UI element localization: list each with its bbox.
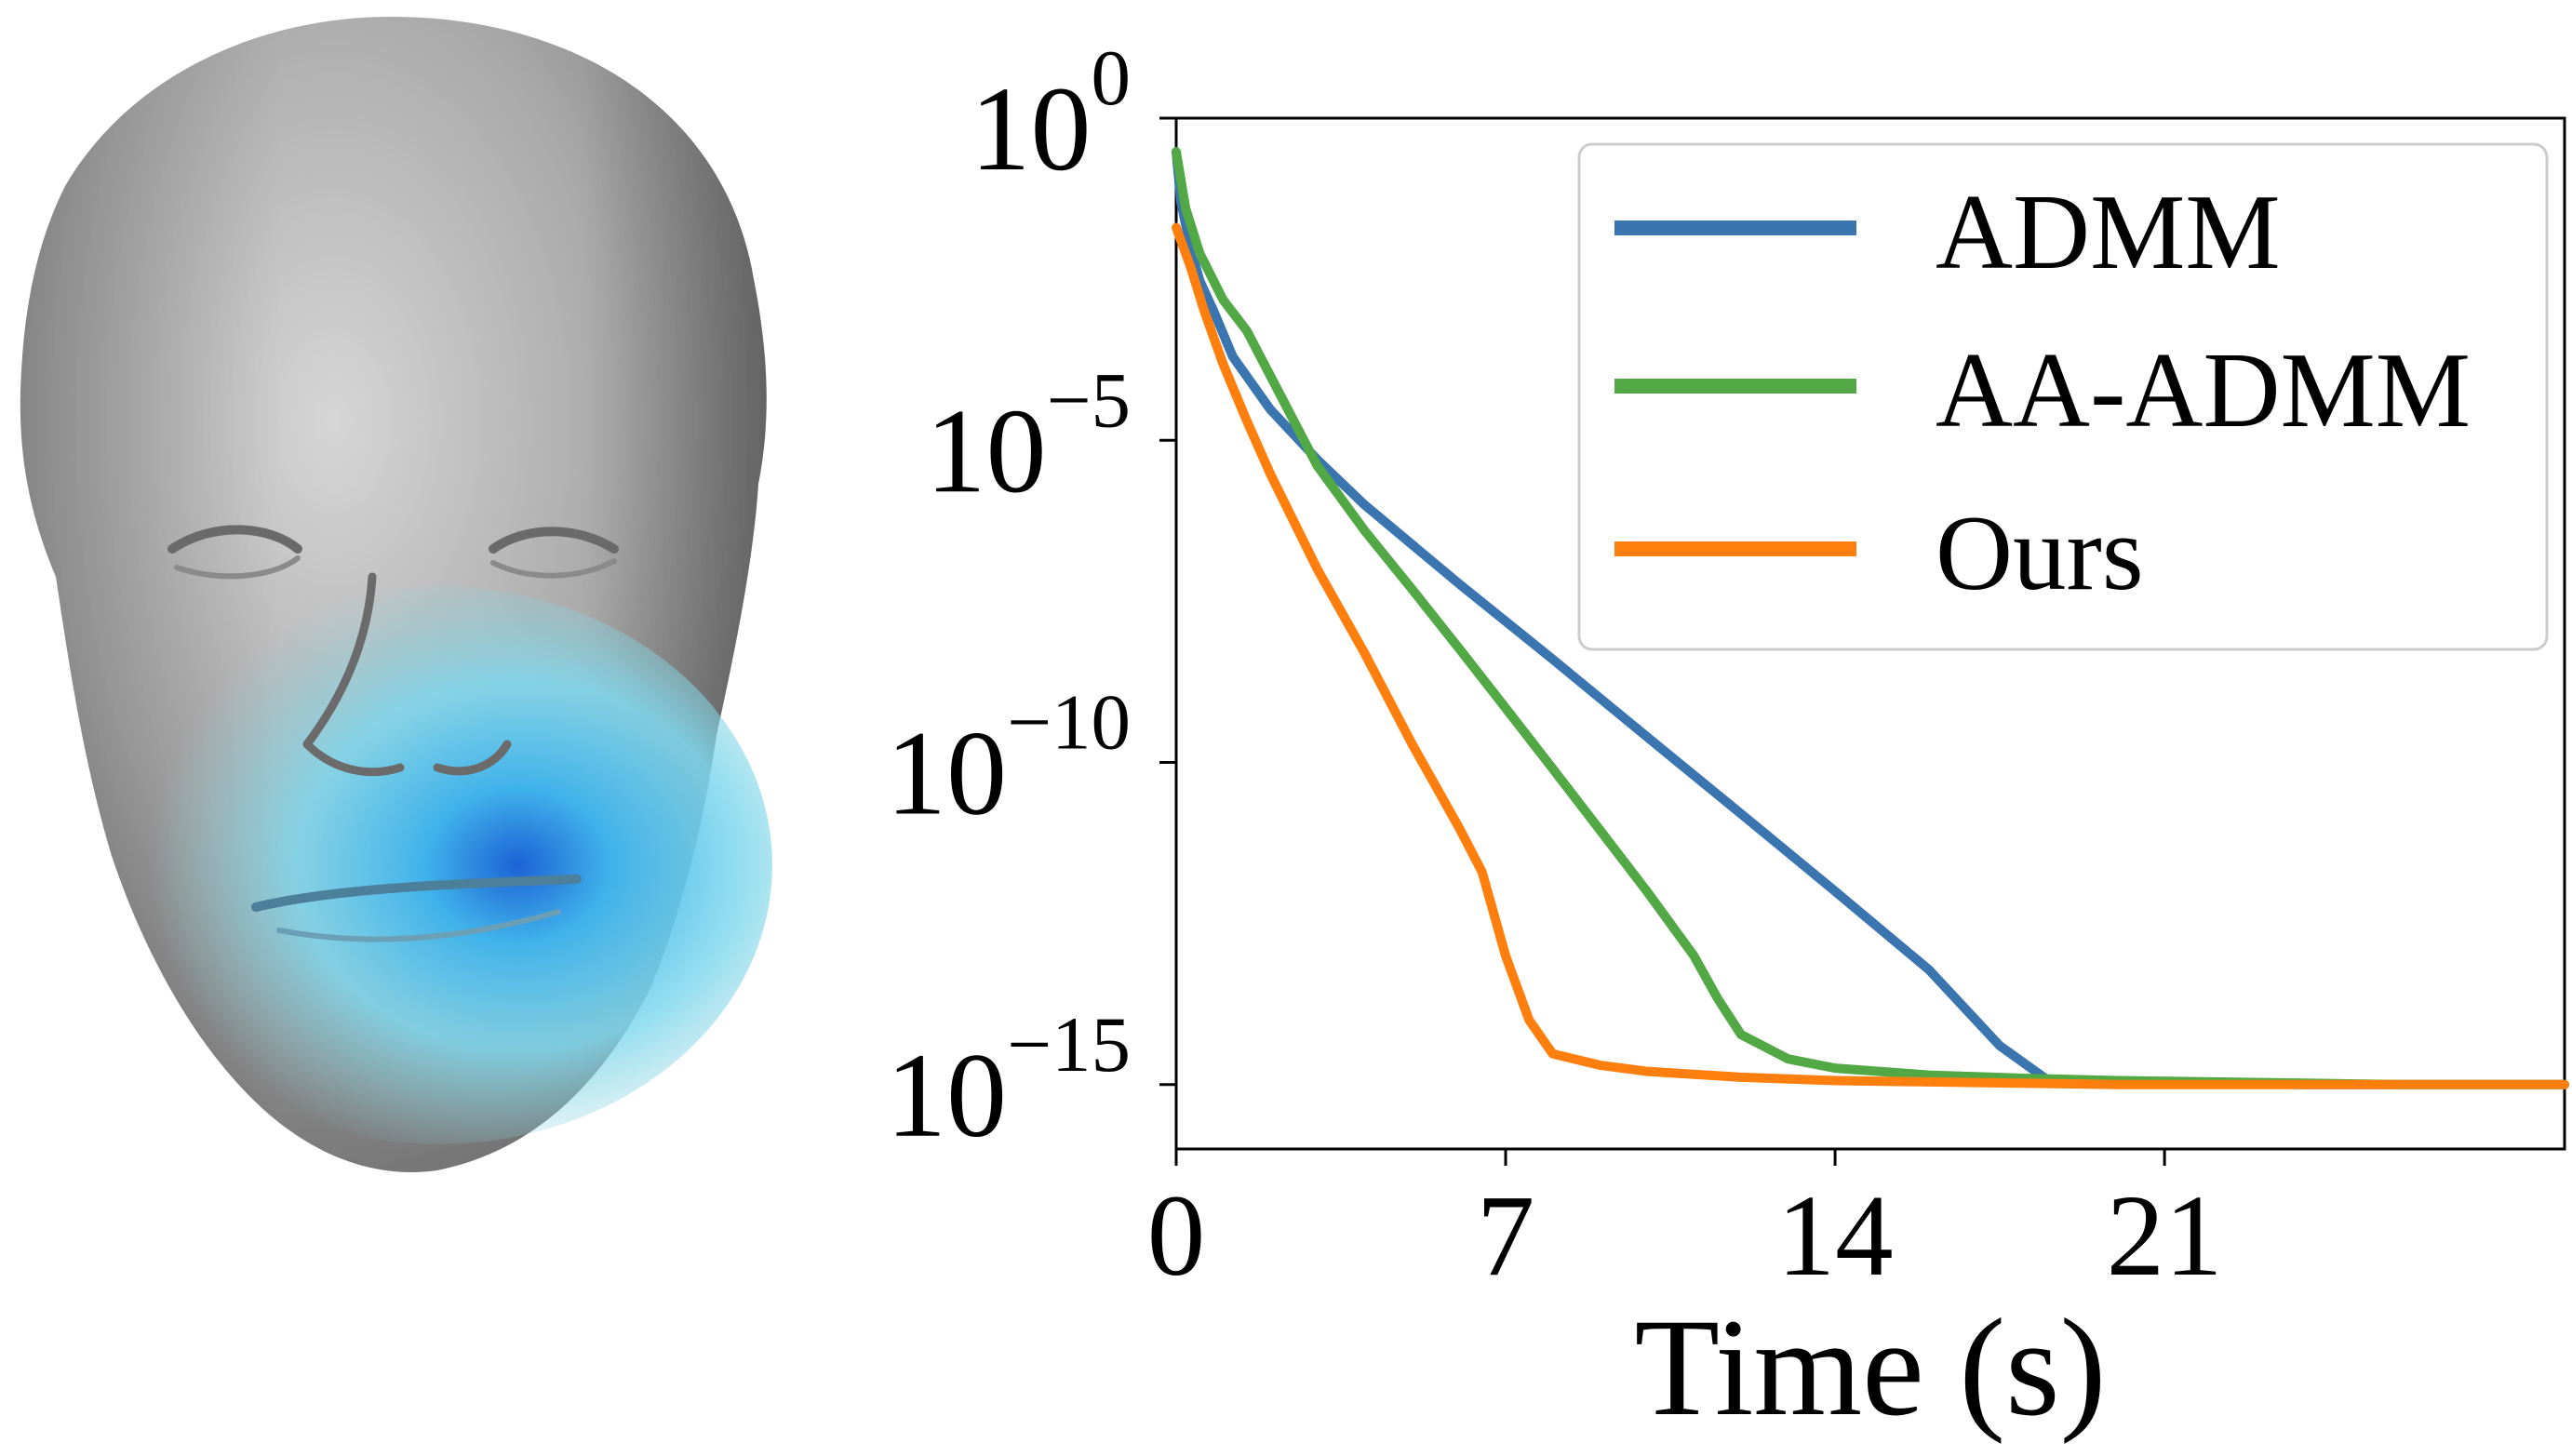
x-tick-label: 7 bbox=[1477, 1172, 1535, 1301]
x-axis-label: Time (s) bbox=[1634, 1290, 2106, 1445]
convergence-chart: 0 7 14 21 100 10−5 10−10 10−15 Time (s) ADMM A… bbox=[886, 34, 2569, 1445]
x-axis-ticks: 0 7 14 21 bbox=[1147, 1149, 2223, 1301]
legend: ADMM AA-ADMM Ours bbox=[1577, 142, 2549, 651]
eyes bbox=[167, 525, 619, 580]
x-tick-label: 14 bbox=[1777, 1172, 1894, 1301]
y-tick-label: 10−10 bbox=[886, 679, 1131, 841]
x-tick-label: 21 bbox=[2107, 1172, 2223, 1301]
series-line-ours bbox=[1172, 222, 2569, 1089]
nose bbox=[302, 572, 512, 777]
legend-label-aa-admm: AA-ADMM bbox=[1936, 331, 2471, 449]
legend-label-ours: Ours bbox=[1936, 494, 2144, 612]
legend-label-admm: ADMM bbox=[1936, 173, 2281, 291]
y-tick-label: 10−15 bbox=[886, 1001, 1131, 1163]
y-tick-label: 100 bbox=[971, 34, 1132, 196]
mouth bbox=[251, 875, 582, 942]
y-tick-label: 10−5 bbox=[926, 356, 1131, 518]
face-mesh-image bbox=[20, 17, 772, 1172]
deformation-heatmap bbox=[102, 586, 772, 1144]
plot-frame bbox=[1174, 116, 2566, 1151]
x-tick-label: 0 bbox=[1147, 1172, 1206, 1301]
legend-box bbox=[1577, 142, 2549, 651]
y-axis-ticks: 100 10−5 10−10 10−15 bbox=[886, 34, 1176, 1163]
series-lines bbox=[1172, 147, 2569, 1089]
